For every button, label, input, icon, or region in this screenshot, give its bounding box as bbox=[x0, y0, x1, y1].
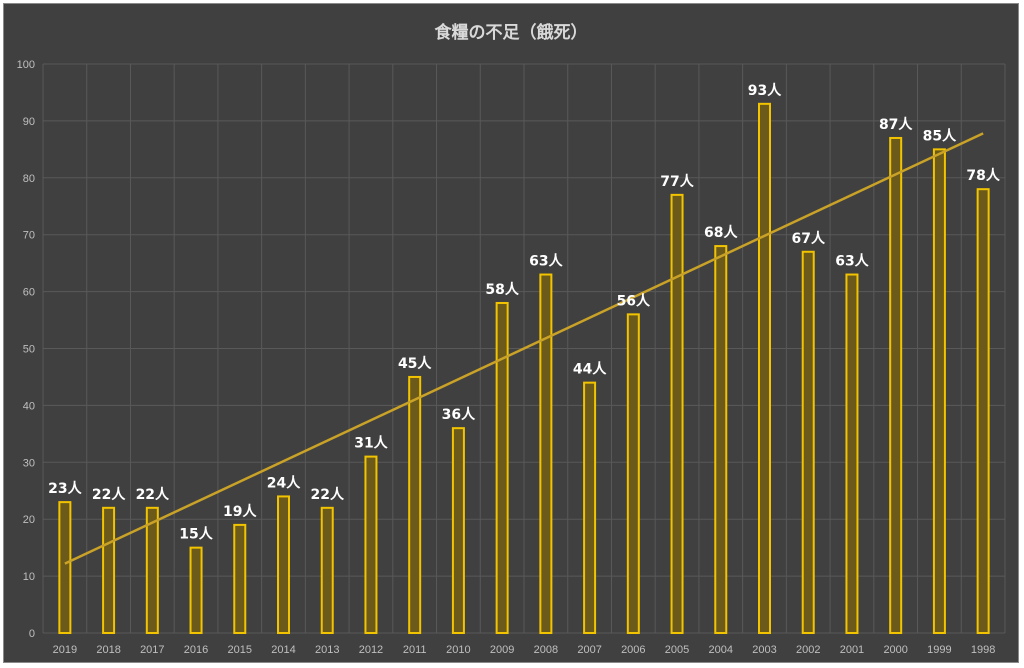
data-label: 67人 bbox=[791, 230, 825, 247]
bar bbox=[714, 245, 728, 635]
bar bbox=[976, 188, 990, 634]
bar bbox=[277, 495, 290, 634]
bar bbox=[801, 250, 815, 635]
data-label: 15人 bbox=[179, 526, 213, 543]
data-label: 44人 bbox=[573, 361, 607, 378]
y-tick-label: 80 bbox=[23, 173, 35, 185]
y-tick-label: 90 bbox=[23, 116, 35, 128]
y-tick-label: 100 bbox=[17, 59, 35, 71]
bar bbox=[189, 546, 203, 635]
chart-area: 食糧の不足（餓死） 0 10 20 30 40 50 60 70 80 90 100 23人 22人 22… bbox=[3, 3, 1019, 663]
chart-title: 食糧の不足（餓死） bbox=[434, 23, 588, 43]
bar bbox=[58, 501, 72, 634]
y-tick-label: 60 bbox=[23, 287, 35, 299]
x-tick-label: 2004 bbox=[709, 644, 733, 656]
x-tick-label: 2009 bbox=[490, 644, 514, 656]
data-label: 78人 bbox=[966, 167, 1000, 184]
bar bbox=[495, 301, 509, 634]
y-tick-label: 0 bbox=[29, 628, 35, 640]
y-tick-label: 30 bbox=[23, 457, 35, 469]
data-label: 23人 bbox=[48, 480, 82, 497]
x-tick-label: 1998 bbox=[971, 644, 995, 656]
bar bbox=[408, 375, 422, 634]
bar bbox=[932, 148, 946, 634]
x-tick-label: 2006 bbox=[621, 644, 645, 656]
x-tick-label: 2002 bbox=[796, 644, 820, 656]
data-label: 87人 bbox=[879, 116, 913, 133]
data-label: 19人 bbox=[223, 503, 257, 520]
bar bbox=[102, 506, 116, 635]
data-label: 31人 bbox=[354, 435, 388, 452]
x-tick-label: 2010 bbox=[446, 644, 470, 656]
x-tick-label: 2001 bbox=[840, 644, 864, 656]
x-tick-label: 2017 bbox=[140, 644, 164, 656]
bar bbox=[758, 102, 771, 634]
bar bbox=[626, 313, 640, 634]
x-tick-label: 2003 bbox=[752, 644, 776, 656]
bar bbox=[451, 427, 465, 634]
data-label: 22人 bbox=[136, 486, 170, 503]
bar bbox=[233, 523, 247, 635]
data-label: 58人 bbox=[485, 281, 519, 298]
data-label: 63人 bbox=[835, 253, 869, 270]
bar bbox=[583, 381, 597, 635]
bar bbox=[889, 136, 903, 634]
x-tick-label: 2015 bbox=[228, 644, 252, 656]
y-tick-label: 20 bbox=[23, 514, 35, 526]
x-tick-label: 2014 bbox=[271, 644, 295, 656]
data-label: 63人 bbox=[529, 253, 563, 270]
data-label: 36人 bbox=[442, 406, 476, 423]
data-label: 68人 bbox=[704, 224, 738, 241]
x-tick-label: 2013 bbox=[315, 644, 339, 656]
y-tick-label: 40 bbox=[23, 400, 35, 412]
data-label: 77人 bbox=[660, 173, 694, 190]
data-label: 85人 bbox=[923, 127, 957, 144]
data-label: 56人 bbox=[617, 292, 651, 309]
x-tick-label: 2005 bbox=[665, 644, 689, 656]
data-label: 24人 bbox=[267, 474, 301, 491]
bar bbox=[320, 506, 334, 635]
y-tick-label: 10 bbox=[23, 571, 35, 583]
bar bbox=[845, 273, 859, 634]
data-label: 22人 bbox=[310, 486, 344, 503]
x-tick-label: 2012 bbox=[359, 644, 383, 656]
x-tick-label: 1999 bbox=[927, 644, 951, 656]
y-tick-label: 70 bbox=[23, 230, 35, 242]
bar bbox=[364, 455, 378, 634]
x-tick-label: 2018 bbox=[96, 644, 120, 656]
trendline bbox=[64, 132, 984, 565]
x-tick-label: 2011 bbox=[403, 644, 427, 656]
bar bbox=[670, 193, 684, 634]
x-tick-label: 2000 bbox=[883, 644, 907, 656]
x-tick-label: 2008 bbox=[534, 644, 558, 656]
bar-chart: 0 10 20 30 40 50 60 70 80 90 100 23人 22人 22人 15人 19人 24人… bbox=[17, 59, 1006, 656]
bar bbox=[539, 273, 553, 634]
data-label: 93人 bbox=[748, 82, 782, 99]
bar bbox=[145, 506, 159, 635]
data-label: 45人 bbox=[398, 355, 432, 372]
data-label: 22人 bbox=[92, 486, 126, 503]
x-tick-label: 2007 bbox=[577, 644, 601, 656]
x-tick-label: 2016 bbox=[184, 644, 208, 656]
y-tick-label: 50 bbox=[23, 344, 35, 356]
x-tick-label: 2019 bbox=[53, 644, 77, 656]
